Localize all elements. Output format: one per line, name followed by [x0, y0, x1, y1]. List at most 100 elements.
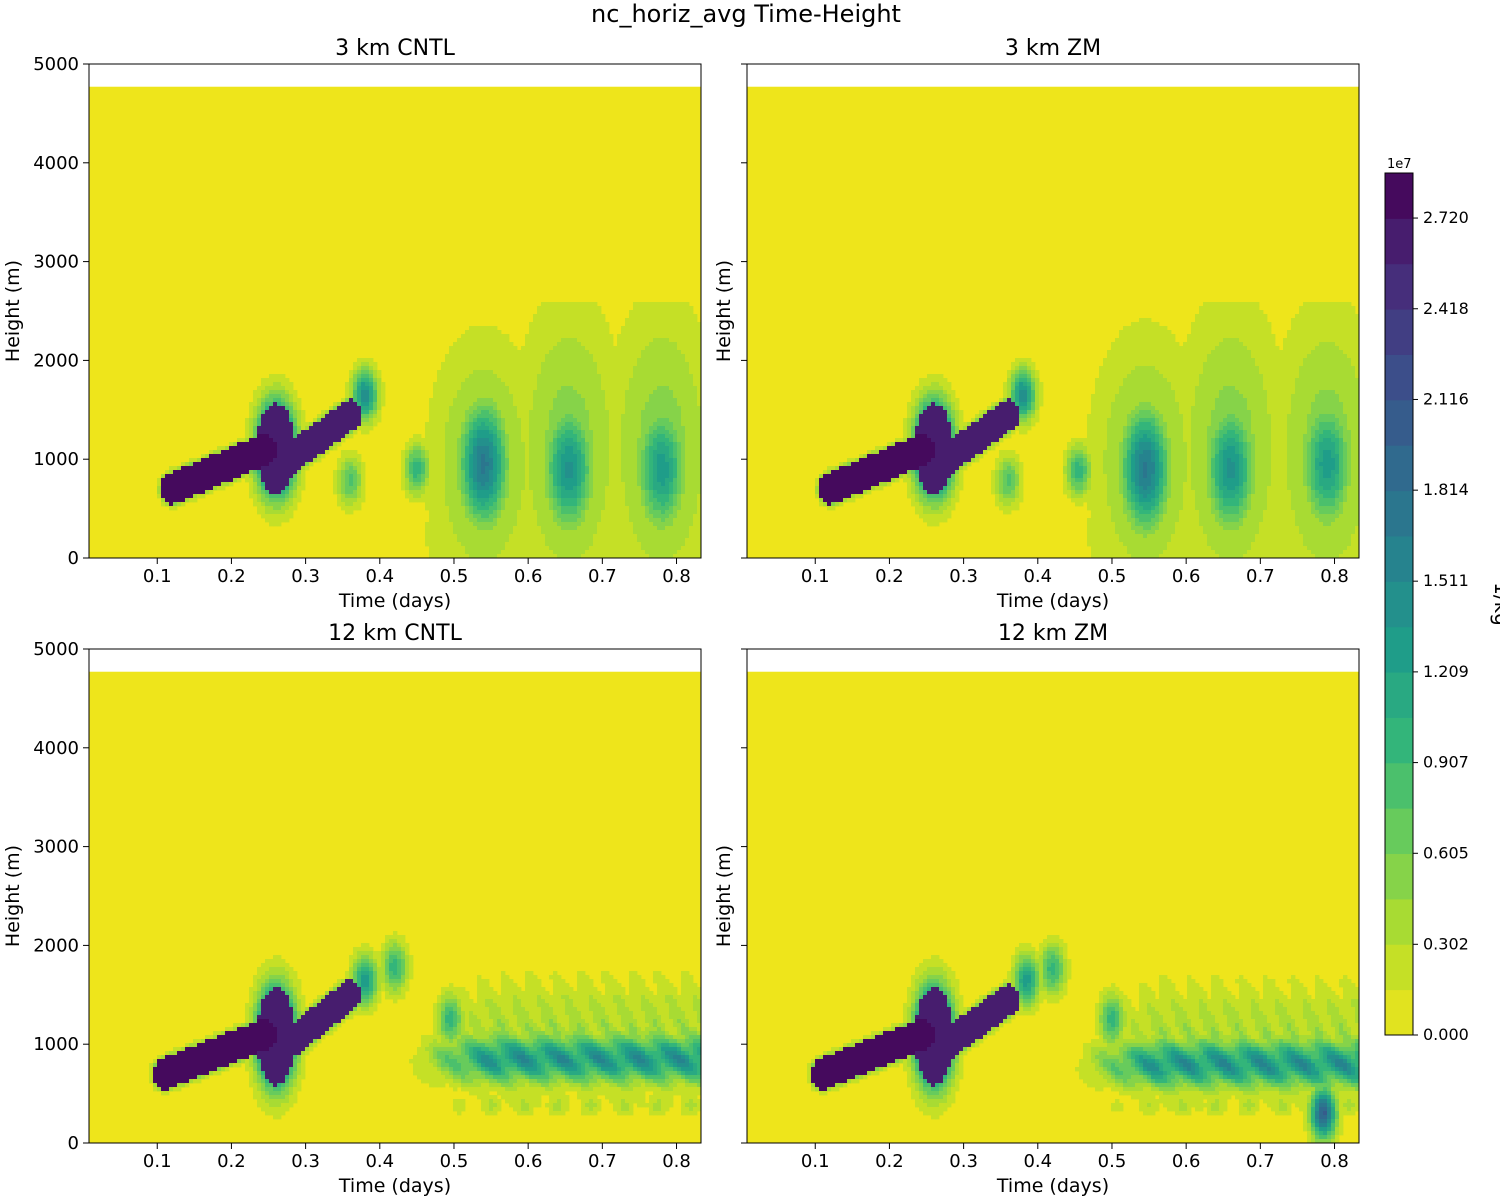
contour-cell — [357, 374, 362, 379]
contour-cell — [677, 506, 682, 511]
contour-cell — [581, 522, 586, 527]
contour-cell — [337, 434, 342, 439]
contour-cell — [661, 530, 666, 535]
contour-cell — [461, 350, 466, 355]
contour-cell — [649, 486, 654, 491]
contour-cell — [497, 402, 502, 407]
contour-cell — [277, 442, 282, 447]
contour-cell — [345, 434, 350, 439]
contour-cell — [609, 402, 614, 407]
contour-cell — [617, 358, 622, 363]
contour-cell — [561, 314, 566, 319]
contour-cell — [525, 526, 530, 531]
contour-cell — [289, 482, 294, 487]
contour-cell — [249, 402, 254, 407]
contour-cell — [597, 486, 602, 491]
contour-cell — [561, 370, 566, 375]
contour-cell — [545, 514, 550, 519]
contour-cell — [505, 354, 510, 359]
contour-cell — [273, 406, 278, 411]
contour-cell — [261, 418, 266, 423]
contour-cell — [189, 482, 194, 487]
contour-cell — [461, 462, 466, 467]
contour-cell — [545, 350, 550, 355]
contour-cell — [569, 314, 574, 319]
contour-cell — [673, 330, 678, 335]
contour-cell — [593, 346, 598, 351]
contour-cell — [293, 442, 298, 447]
contour-cell — [473, 418, 478, 423]
contour-cell — [225, 450, 230, 455]
contour-cell — [637, 382, 642, 387]
contour-cell — [521, 506, 526, 511]
contour-cell — [417, 450, 422, 455]
contour-cell — [601, 514, 606, 519]
contour-cell — [245, 418, 250, 423]
contour-cell — [625, 522, 630, 527]
contour-cell — [509, 450, 514, 455]
contour-cell — [657, 418, 662, 423]
contour-cell — [297, 426, 302, 431]
contour-cell — [453, 342, 458, 347]
contour-cell — [513, 378, 518, 383]
contour-cell — [597, 494, 602, 499]
contour-cell — [561, 522, 566, 527]
contour-cell — [657, 406, 662, 411]
contour-cell — [501, 458, 506, 463]
contour-cell — [249, 430, 254, 435]
contour-cell — [441, 506, 446, 511]
contour-cell — [577, 386, 582, 391]
contour-cell — [561, 318, 566, 323]
contour-cell — [561, 466, 566, 471]
contour-cell — [425, 506, 430, 511]
contour-cell — [421, 454, 426, 459]
contour-cell — [665, 410, 670, 415]
contour-cell — [673, 394, 678, 399]
contour-cell — [573, 330, 578, 335]
contour-cell — [265, 386, 270, 391]
contour-cell — [281, 470, 286, 475]
contour-cell — [689, 494, 694, 499]
contour-cell — [433, 382, 438, 387]
contour-cell — [597, 346, 602, 351]
contour-cell — [281, 514, 286, 519]
contour-cell — [653, 462, 658, 467]
contour-cell — [661, 538, 666, 543]
contour-cell — [521, 362, 526, 367]
contour-cell — [345, 406, 350, 411]
contour-cell — [665, 346, 670, 351]
contour-cell — [585, 378, 590, 383]
contour-cell — [637, 470, 642, 475]
contour-cell — [541, 346, 546, 351]
contour-cell — [553, 438, 558, 443]
contour-cell — [581, 530, 586, 535]
contour-cell — [625, 418, 630, 423]
contour-cell — [445, 410, 450, 415]
contour-cell — [553, 362, 558, 367]
contour-cell — [665, 370, 670, 375]
contour-cell — [501, 530, 506, 535]
contour-cell — [657, 402, 662, 407]
contour-cell — [329, 414, 334, 419]
contour-cell — [577, 450, 582, 455]
contour-cell — [281, 394, 286, 399]
contour-cell — [561, 462, 566, 467]
contour-cell — [501, 390, 506, 395]
contour-cell — [689, 382, 694, 387]
contour-cell — [693, 498, 698, 503]
contour-cell — [421, 486, 426, 491]
contour-cell — [501, 494, 506, 499]
contour-cell — [461, 382, 466, 387]
contour-cell — [669, 306, 674, 311]
contour-cell — [197, 478, 202, 483]
contour-cell — [693, 506, 698, 511]
contour-cell — [373, 366, 378, 371]
contour-cell — [281, 418, 286, 423]
contour-cell — [465, 366, 470, 371]
contour-cell — [445, 454, 450, 459]
contour-cell — [509, 526, 514, 531]
contour-cell — [441, 494, 446, 499]
contour-cell — [593, 414, 598, 419]
contour-cell — [561, 450, 566, 455]
contour-cell — [593, 362, 598, 367]
